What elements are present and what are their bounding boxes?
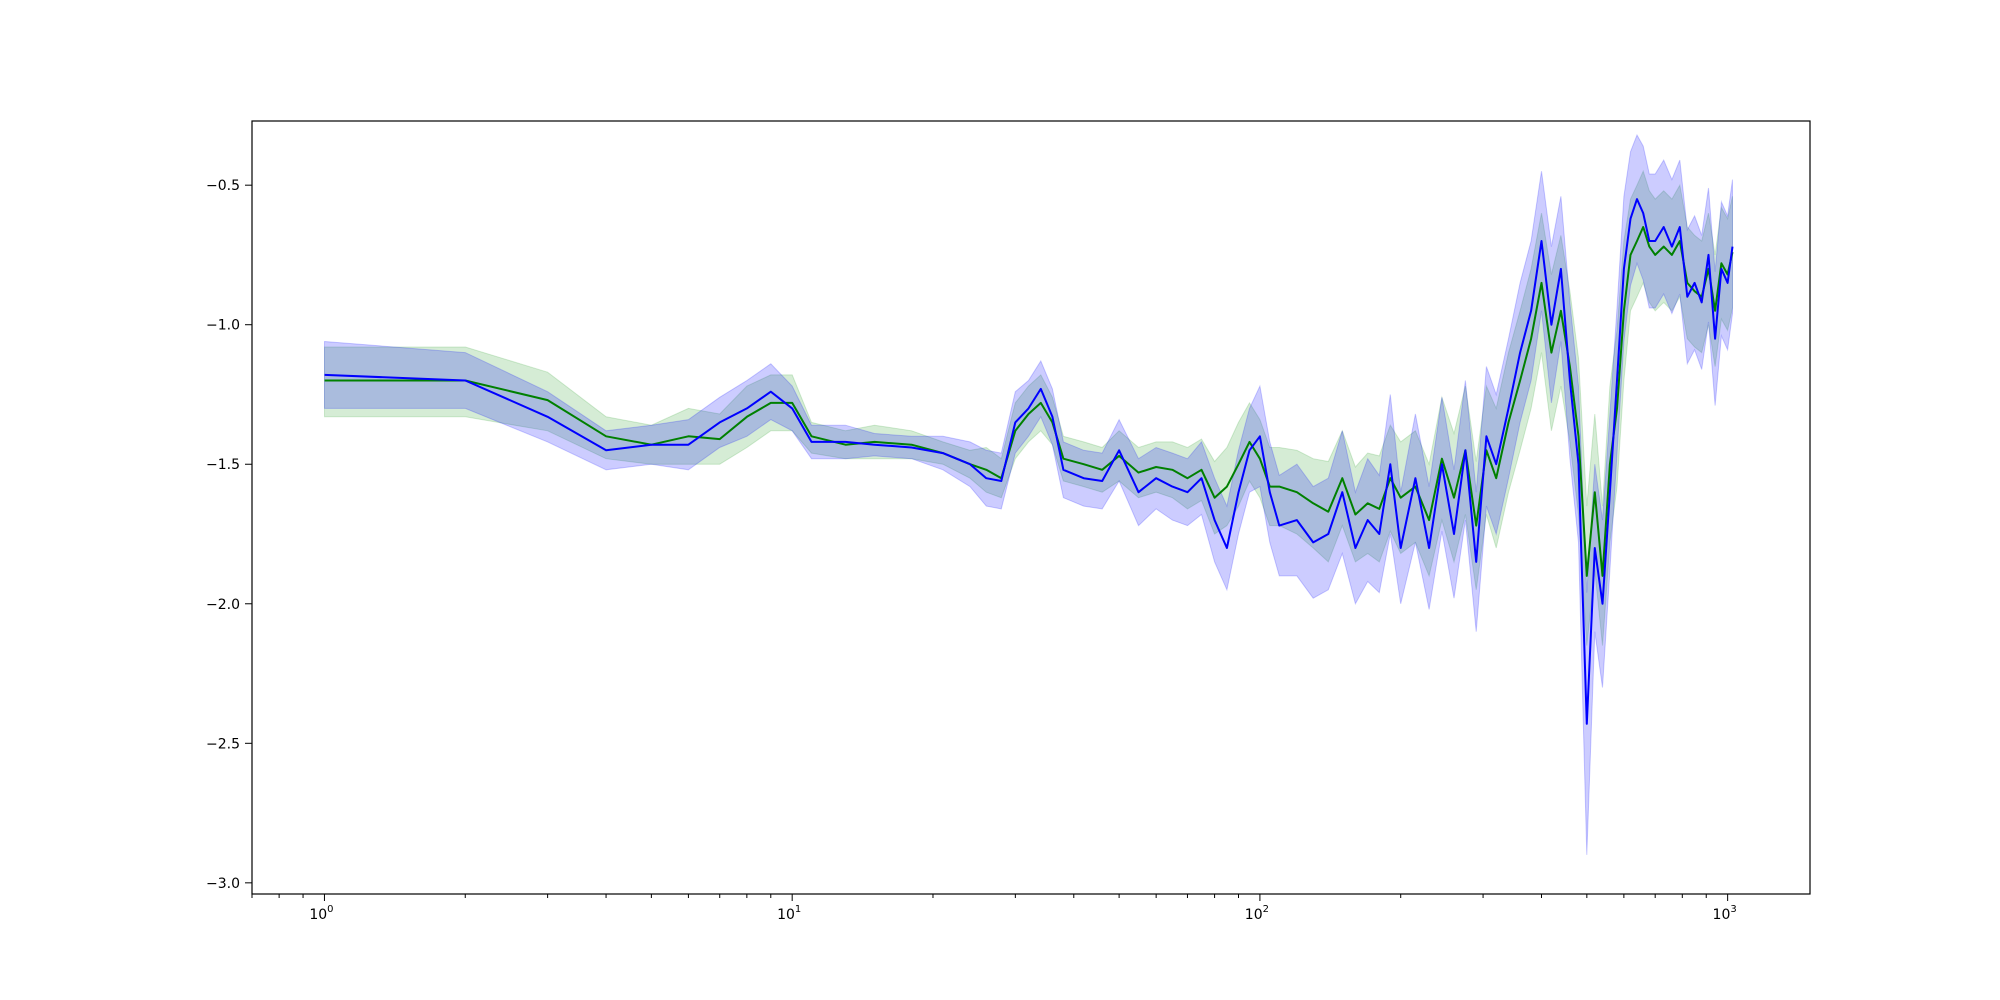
y-tick-label: −2.5 — [206, 736, 240, 752]
x-tick-base: 10 — [1245, 907, 1263, 923]
x-tick-base: 10 — [309, 907, 327, 923]
plot-area-frame — [251, 120, 1811, 895]
x-tick-label: 103 — [1713, 904, 1737, 923]
x-tick-exponent: 0 — [327, 904, 333, 915]
y-tick-label: −3.0 — [206, 876, 240, 892]
x-tick-exponent: 3 — [1730, 904, 1736, 915]
y-tick-label: −2.0 — [206, 597, 240, 613]
y-tick-label: −0.5 — [206, 178, 240, 194]
x-axis: 100 101 102 103 — [251, 894, 1737, 923]
x-tick-label: 102 — [1245, 904, 1269, 923]
series-1-band — [324, 133, 1733, 855]
x-tick-base: 10 — [1713, 907, 1731, 923]
x-tick-exponent: 2 — [1263, 904, 1269, 915]
x-tick-label: 100 — [309, 904, 333, 923]
y-tick-label: −1.5 — [206, 457, 240, 473]
series-lines — [324, 198, 1734, 725]
x-tick-exponent: 1 — [795, 904, 801, 915]
series-1-line — [324, 198, 1734, 725]
x-tick-base: 10 — [777, 907, 795, 923]
y-axis: −0.5 −1.0 −1.5 −2.0 −2.5 −3.0 — [206, 178, 252, 892]
x-tick-label: 101 — [777, 904, 801, 923]
y-tick-label: −1.0 — [206, 318, 240, 334]
